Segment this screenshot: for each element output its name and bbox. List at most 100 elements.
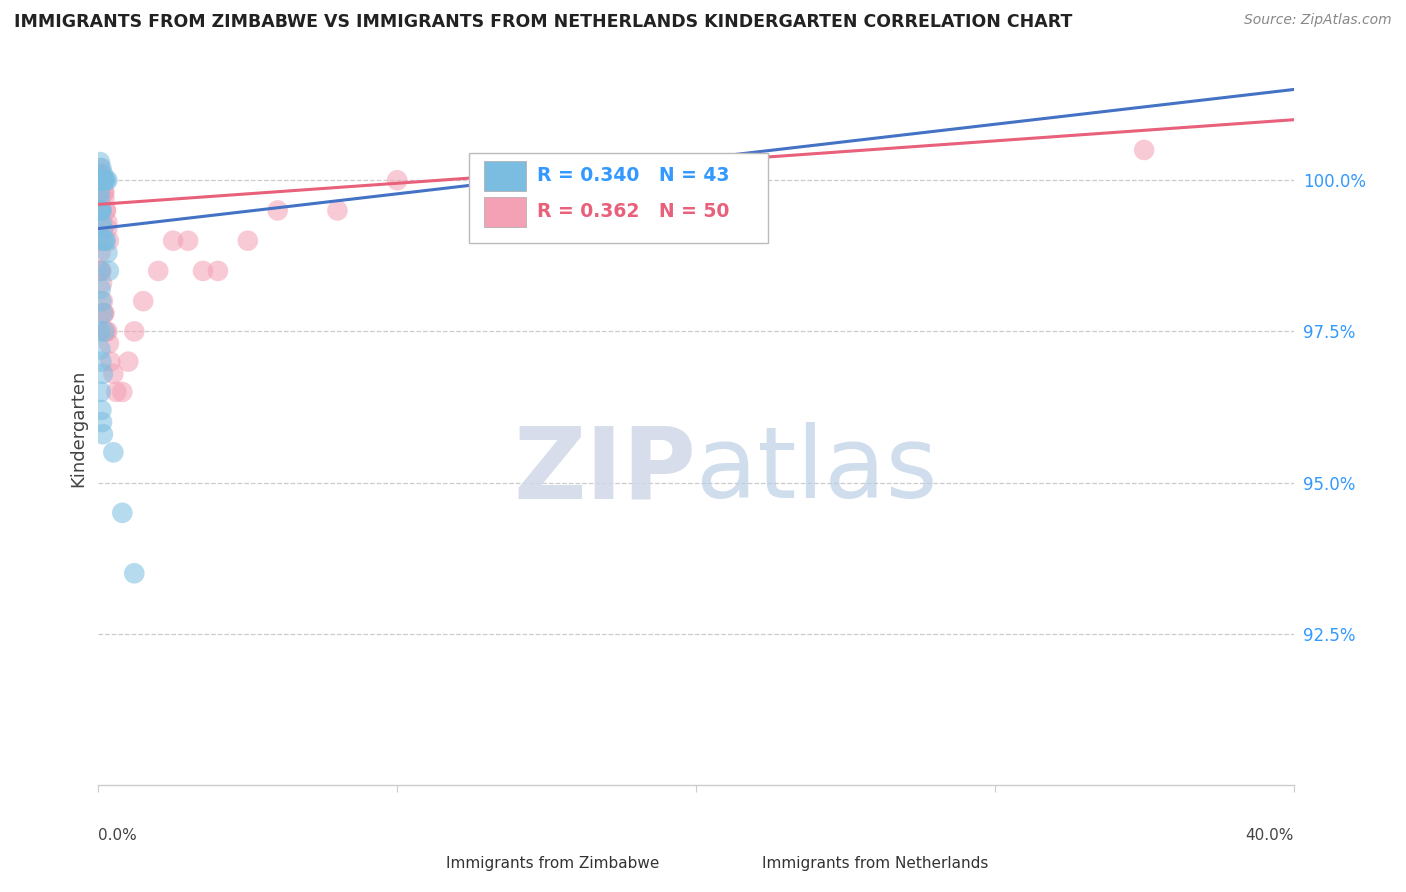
Point [90,264,112,278]
Point [97,264,120,278]
Point [267,203,290,218]
Point [124,325,146,339]
Point [93,306,115,320]
Text: 0.0%: 0.0% [98,828,138,843]
Point [111,384,134,399]
FancyBboxPatch shape [485,161,526,191]
Point [90,264,112,278]
Point [111,506,134,520]
Text: atlas: atlas [696,423,938,519]
Point [89,325,111,339]
Point [96,173,118,187]
Point [132,294,155,309]
Point [90,167,112,181]
Point [91,173,114,187]
Point [117,354,139,368]
Text: Immigrants from Zimbabwe: Immigrants from Zimbabwe [446,856,659,871]
Point [96,215,118,229]
FancyBboxPatch shape [409,837,439,860]
Point [91,173,114,187]
Point [94,203,117,218]
Point [93,191,115,205]
Point [90,294,112,309]
Point [89,186,111,200]
Point [91,276,114,290]
Point [685,173,707,187]
Point [96,245,118,260]
Point [96,325,118,339]
Point [93,173,115,187]
Point [103,445,125,459]
Point [98,354,122,368]
Point [93,234,115,248]
Point [93,186,115,200]
Point [90,173,112,187]
FancyBboxPatch shape [485,197,526,227]
Point [89,203,111,218]
Point [90,173,112,187]
Point [90,203,112,218]
Point [536,203,558,218]
Text: Immigrants from Netherlands: Immigrants from Netherlands [762,856,988,871]
Point [90,203,112,218]
Point [191,264,214,278]
Point [89,245,111,260]
Point [148,264,170,278]
FancyBboxPatch shape [738,837,768,860]
Point [89,264,111,278]
Point [91,173,114,187]
Point [91,173,114,187]
Point [91,173,114,187]
Point [96,221,118,235]
Point [91,173,114,187]
Point [90,384,112,399]
Point [91,294,114,309]
Point [90,403,112,417]
Text: Source: ZipAtlas.com: Source: ZipAtlas.com [1244,13,1392,28]
Point [89,191,111,205]
Point [90,173,112,187]
Point [97,234,120,248]
Point [91,427,114,442]
Point [94,173,117,187]
Point [90,173,112,187]
Point [91,173,114,187]
Point [89,234,111,248]
Text: 40.0%: 40.0% [1246,828,1294,843]
Point [89,167,111,181]
Point [326,203,349,218]
Y-axis label: Kindergarten: Kindergarten [69,369,87,487]
Point [91,215,114,229]
Point [93,306,115,320]
FancyBboxPatch shape [470,153,768,243]
Point [236,234,259,248]
Point [89,343,111,357]
Point [385,173,409,187]
Point [91,221,114,235]
Point [97,336,120,351]
Point [90,173,112,187]
Text: ZIP: ZIP [513,423,696,519]
Point [90,161,112,175]
Point [94,234,117,248]
Point [162,234,184,248]
Point [89,173,111,187]
Point [90,354,112,368]
Point [93,173,115,187]
Point [93,186,115,200]
Point [91,415,114,429]
Point [91,167,114,181]
Point [89,161,111,175]
Point [94,203,117,218]
Point [91,173,114,187]
Point [93,173,115,187]
Text: IMMIGRANTS FROM ZIMBABWE VS IMMIGRANTS FROM NETHERLANDS KINDERGARTEN CORRELATION: IMMIGRANTS FROM ZIMBABWE VS IMMIGRANTS F… [14,13,1073,31]
Point [93,234,115,248]
Point [1133,143,1156,157]
Point [207,264,229,278]
Point [89,155,111,169]
Point [91,306,114,320]
Point [124,566,146,581]
Text: R = 0.340   N = 43: R = 0.340 N = 43 [537,166,730,185]
Point [177,234,200,248]
